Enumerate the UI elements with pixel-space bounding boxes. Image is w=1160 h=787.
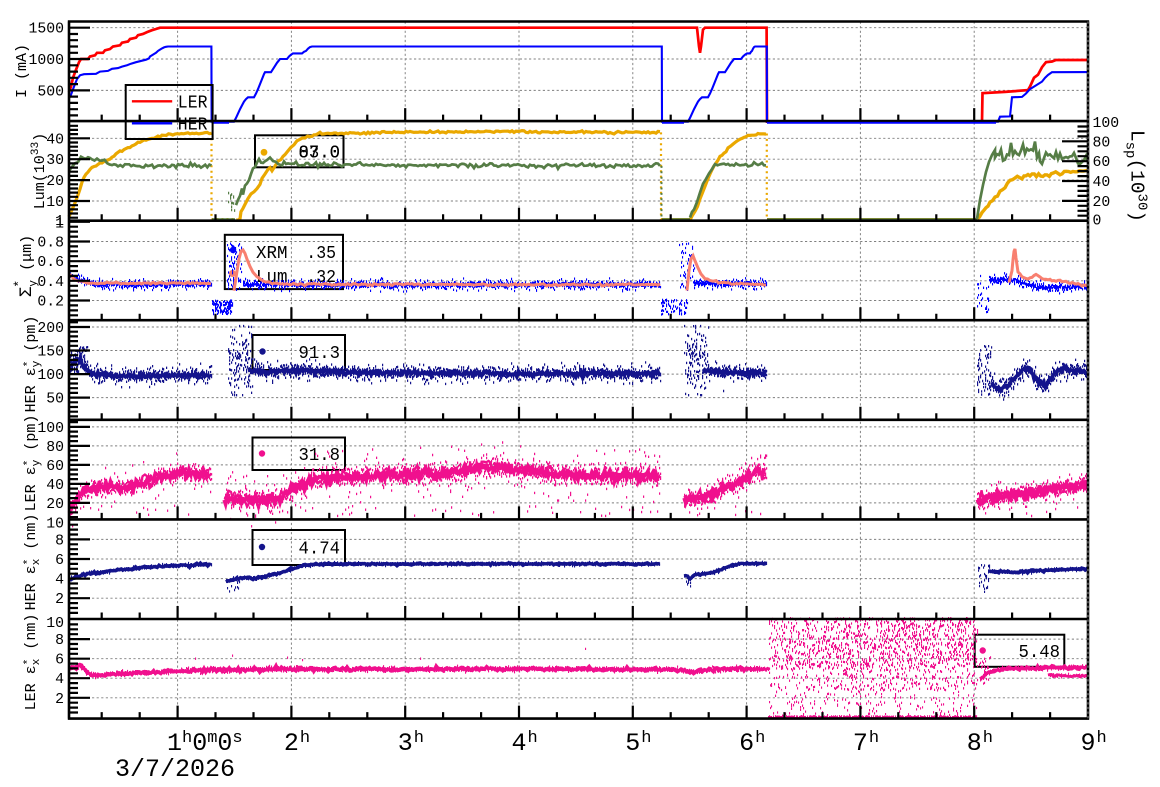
svg-text:0.4: 0.4 xyxy=(37,275,64,291)
svg-text:h: h xyxy=(641,729,651,748)
svg-text:6: 6 xyxy=(739,729,754,758)
svg-text:200: 200 xyxy=(37,321,64,337)
svg-text:HER εx* (nm): HER εx* (nm) xyxy=(23,514,43,611)
svg-text:20: 20 xyxy=(46,174,64,190)
svg-text:500: 500 xyxy=(37,84,64,100)
svg-text:s: s xyxy=(232,729,242,748)
svg-text:LER εy* (pm): LER εy* (pm) xyxy=(23,415,43,512)
svg-text:0: 0 xyxy=(192,729,207,758)
svg-text:0.6: 0.6 xyxy=(37,255,64,271)
svg-text:80: 80 xyxy=(1093,135,1111,151)
svg-text:7: 7 xyxy=(853,729,868,758)
svg-text:80: 80 xyxy=(46,440,64,456)
svg-text:Lum(1033): Lum(1033) xyxy=(30,133,49,209)
svg-text:XRM: XRM xyxy=(256,243,288,264)
svg-text:LER: LER xyxy=(178,93,208,114)
svg-text:h: h xyxy=(182,729,192,748)
svg-text:2: 2 xyxy=(55,592,64,608)
svg-text:50: 50 xyxy=(46,392,64,408)
svg-text:8: 8 xyxy=(55,633,64,649)
svg-text:HER εy* (pm): HER εy* (pm) xyxy=(23,316,43,413)
svg-text:1: 1 xyxy=(55,217,64,233)
svg-text:60: 60 xyxy=(1093,155,1111,171)
svg-text:8: 8 xyxy=(967,729,982,758)
svg-text:0.2: 0.2 xyxy=(37,295,64,311)
svg-text:2: 2 xyxy=(284,729,299,758)
svg-text:h: h xyxy=(528,729,538,748)
svg-text:1500: 1500 xyxy=(28,22,64,38)
svg-text:10: 10 xyxy=(46,195,64,211)
svg-text:4: 4 xyxy=(511,729,526,758)
svg-text:Σy* (μm): Σy* (μm) xyxy=(12,235,40,297)
svg-text:100: 100 xyxy=(1093,116,1120,132)
svg-text:I (mA): I (mA) xyxy=(14,44,31,98)
svg-text:.35: .35 xyxy=(306,243,336,264)
svg-text:20: 20 xyxy=(46,497,64,513)
svg-text:20: 20 xyxy=(1093,195,1111,211)
svg-text:1000: 1000 xyxy=(28,53,64,69)
svg-text:h: h xyxy=(869,729,879,748)
svg-text:60: 60 xyxy=(46,459,64,475)
svg-text:h: h xyxy=(755,729,765,748)
svg-text:100: 100 xyxy=(37,368,64,384)
svg-text:03.0: 03.0 xyxy=(299,142,341,163)
svg-text:91.3: 91.3 xyxy=(299,343,341,364)
svg-text:h: h xyxy=(1097,729,1107,748)
svg-text:4.74: 4.74 xyxy=(299,538,341,559)
svg-text:HER: HER xyxy=(178,115,208,136)
svg-text:4: 4 xyxy=(55,672,64,688)
svg-text:0.8: 0.8 xyxy=(37,236,64,252)
svg-text:1: 1 xyxy=(55,214,64,230)
svg-text:Lsp(1030): Lsp(1030) xyxy=(1121,130,1149,222)
svg-text:40: 40 xyxy=(46,132,64,148)
svg-text:6: 6 xyxy=(55,653,64,669)
svg-text:30: 30 xyxy=(46,153,64,169)
svg-text:2: 2 xyxy=(55,692,64,708)
svg-text:40: 40 xyxy=(1093,175,1111,191)
svg-text:4: 4 xyxy=(55,573,64,589)
svg-text:6: 6 xyxy=(55,553,64,569)
svg-text:31.8: 31.8 xyxy=(299,445,341,466)
svg-text:LER εx* (nm): LER εx* (nm) xyxy=(23,614,43,711)
svg-text:9: 9 xyxy=(1080,729,1095,758)
svg-text:0: 0 xyxy=(217,729,232,758)
svg-text:5.48: 5.48 xyxy=(1019,642,1061,663)
svg-text:40: 40 xyxy=(46,478,64,494)
svg-text:3/7/2026: 3/7/2026 xyxy=(115,755,235,782)
svg-text:m: m xyxy=(207,729,217,748)
svg-text:8: 8 xyxy=(55,533,64,549)
svg-text:150: 150 xyxy=(37,345,64,361)
svg-text:10: 10 xyxy=(46,616,64,632)
svg-text:1: 1 xyxy=(167,729,182,758)
svg-text:h: h xyxy=(414,729,424,748)
svg-text:10: 10 xyxy=(46,516,64,532)
svg-text:0: 0 xyxy=(1093,214,1102,230)
svg-text:5: 5 xyxy=(625,729,640,758)
svg-text:h: h xyxy=(300,729,310,748)
svg-text:87.0: 87.0 xyxy=(299,142,341,163)
svg-text:h: h xyxy=(983,729,993,748)
svg-text:100: 100 xyxy=(37,421,64,437)
svg-text:3: 3 xyxy=(398,729,413,758)
